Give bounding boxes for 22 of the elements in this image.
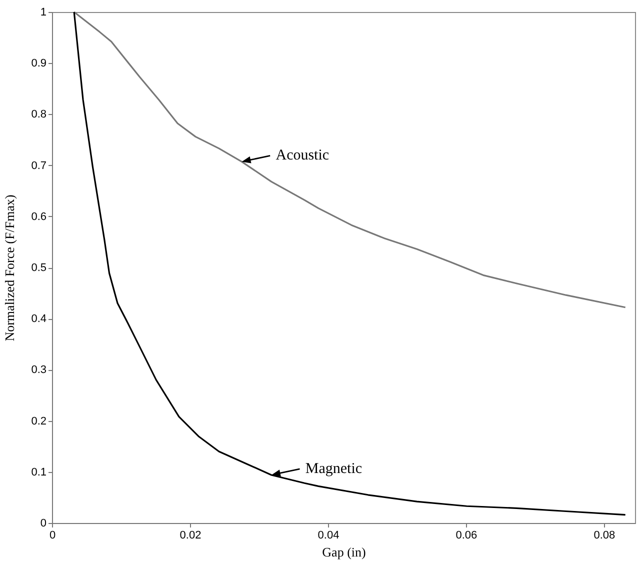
y-tick-label: 0 (40, 518, 46, 530)
y-tick-label: 0.2 (31, 415, 46, 428)
y-tick-label: 0.6 (31, 210, 46, 223)
y-tick-label: 0.3 (31, 364, 46, 376)
y-tick-label: 0.7 (31, 160, 46, 172)
line-series (73, 11, 626, 516)
y-tick-label: 0.5 (31, 262, 46, 274)
y-tick-label: 1 (40, 6, 46, 18)
annotation: Magnetic (305, 460, 362, 477)
x-axis-title: Gap (in) (322, 544, 366, 560)
x-tick-label: 0 (49, 530, 56, 542)
x-tick-label: 0.06 (456, 530, 478, 542)
x-tick-label: 0.04 (318, 530, 340, 542)
x-tick-label: 0.08 (594, 530, 616, 542)
x-tick-label: 0.02 (180, 530, 202, 542)
line-series (73, 11, 626, 308)
y-axis-title: Normalized Force (F/Fmax) (2, 194, 18, 342)
y-tick-label: 0.1 (31, 466, 46, 478)
y-tick-label: 0.8 (31, 108, 46, 121)
y-tick-label: 0.4 (31, 313, 46, 326)
annotation: Acoustic (276, 148, 330, 164)
y-tick-label: 0.9 (31, 58, 46, 70)
